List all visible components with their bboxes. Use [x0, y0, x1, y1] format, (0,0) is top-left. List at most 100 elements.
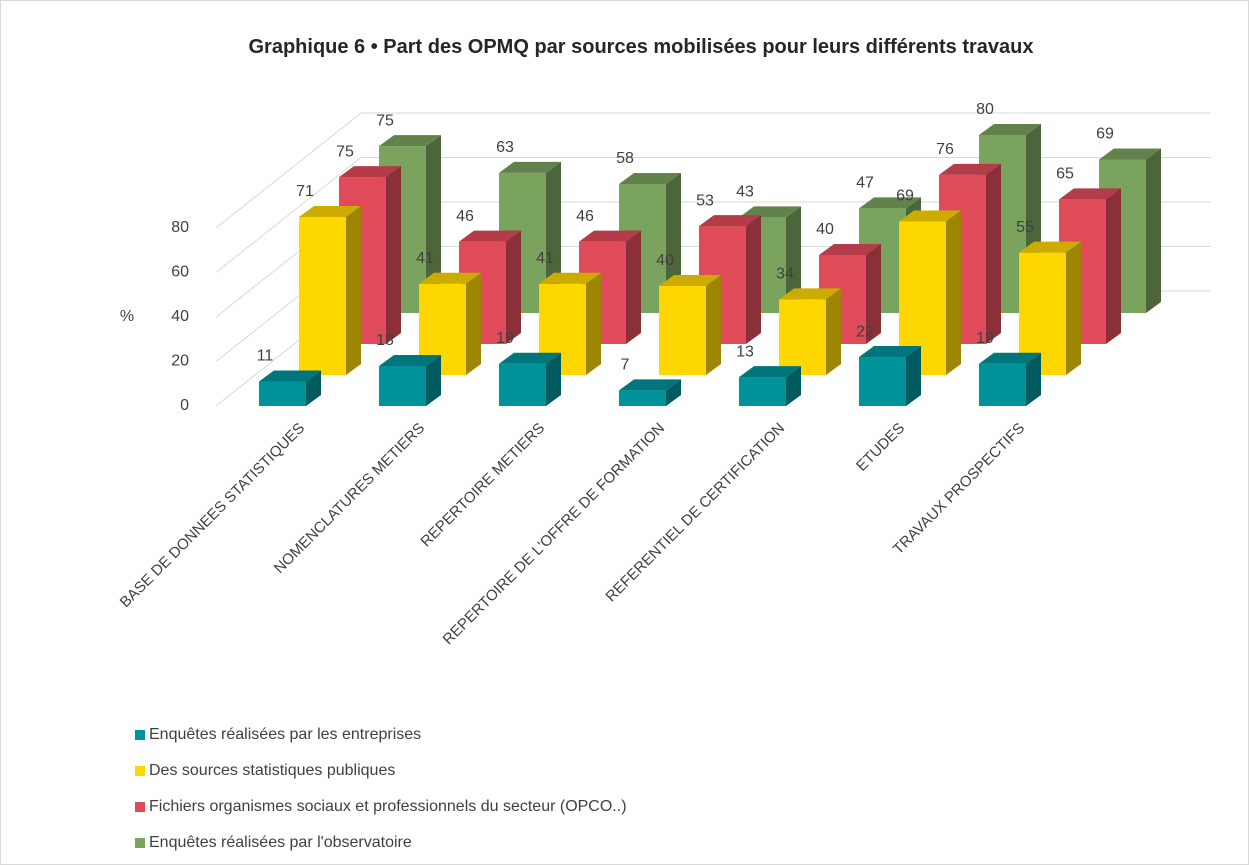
bar-top [979, 124, 1041, 135]
value-label: 53 [696, 192, 714, 209]
bar-top [1019, 241, 1081, 253]
x-tick-label: REPERTOIRE METIERS [417, 420, 548, 551]
bar-side [506, 230, 521, 344]
bar [379, 365, 426, 406]
bar-side [826, 288, 841, 375]
bar-top [619, 379, 681, 391]
bar-side [426, 135, 441, 313]
value-label: 40 [656, 252, 674, 269]
value-label: 13 [736, 343, 754, 360]
bar-side [626, 230, 641, 344]
legend-swatch [135, 730, 145, 740]
legend-label: Enquêtes réalisées par les entreprises [149, 726, 421, 743]
bar-top [819, 244, 881, 255]
x-tick-label: BASE DE DONNEES STATISTIQUES [117, 420, 308, 611]
bar [779, 299, 826, 375]
bar [499, 363, 546, 406]
bar-top [699, 215, 761, 227]
y-tick-label: 20 [171, 353, 189, 370]
bar-side [746, 215, 761, 344]
value-label: 43 [736, 184, 754, 201]
bar-top [379, 354, 441, 366]
value-label: 46 [576, 208, 594, 225]
bar-top [379, 135, 441, 147]
value-label: 40 [816, 221, 834, 238]
value-label: 63 [496, 139, 514, 156]
value-label: 58 [616, 150, 634, 167]
bar-top [1059, 188, 1121, 200]
bar-top [979, 352, 1041, 364]
value-label: 41 [536, 250, 554, 267]
value-label: 18 [376, 332, 394, 349]
bar-side [786, 206, 801, 313]
value-label: 65 [1056, 166, 1074, 183]
value-label: 7 [621, 357, 630, 374]
bar-side [1026, 352, 1041, 406]
bar-side [906, 346, 921, 406]
bar-side [586, 272, 601, 375]
value-label: 19 [976, 330, 994, 347]
bar-top [339, 166, 401, 178]
bar-top [739, 366, 801, 378]
y-tick-label: 60 [171, 264, 189, 281]
y-tick-label: 80 [171, 219, 189, 236]
bar-top [419, 272, 481, 284]
y-tick-label: 0 [180, 397, 189, 414]
x-tick-label: REPERTOIRE DE L'OFFRE DE FORMATION [440, 420, 669, 649]
bar [619, 390, 666, 406]
bar-top [499, 352, 561, 364]
value-label: 11 [257, 348, 274, 365]
x-tick-label: TRAVAUX PROSPECTIFS [890, 420, 1028, 558]
value-label: 71 [296, 183, 314, 200]
value-label: 19 [496, 330, 514, 347]
bar-top [739, 206, 801, 218]
bar-side [546, 352, 561, 406]
legend-swatch [135, 766, 145, 776]
bar-top [1099, 148, 1161, 160]
bar [659, 286, 706, 375]
bar-top [259, 370, 321, 382]
bar [299, 217, 346, 375]
bar-top [939, 163, 1001, 175]
value-label: 55 [1016, 219, 1034, 236]
value-label: 47 [856, 175, 874, 192]
legend-swatch [135, 802, 145, 812]
value-label: 41 [416, 250, 434, 267]
bar-side [306, 370, 321, 406]
bar-side [666, 379, 681, 406]
bar-side [1146, 148, 1161, 313]
bar-side [426, 354, 441, 406]
bar-side [866, 244, 881, 344]
bar [259, 381, 306, 406]
bar-side [466, 272, 481, 375]
value-label: 46 [456, 208, 474, 225]
value-label: 34 [776, 266, 794, 283]
legend-label: Enquêtes réalisées par l'observatoire [149, 834, 412, 851]
bar-top [859, 197, 921, 209]
legend-label: Fichiers organismes sociaux et professio… [149, 798, 627, 815]
bar-top [659, 275, 721, 286]
value-label: 75 [336, 143, 354, 160]
bar-top [299, 206, 361, 218]
grid-line [215, 112, 1211, 229]
bar-side [1066, 241, 1081, 375]
legend-label: Des sources statistiques publiques [149, 762, 395, 779]
x-tick-label: ETUDES [853, 420, 908, 475]
value-label: 80 [976, 101, 994, 118]
bar-side [986, 163, 1001, 344]
y-axis-label: % [120, 308, 134, 325]
bar-top [539, 272, 601, 284]
bar [859, 357, 906, 406]
legend-swatch [135, 838, 145, 848]
bar-side [346, 206, 361, 375]
bar [739, 377, 786, 406]
bar-top [899, 210, 961, 222]
grid-line [215, 157, 1211, 273]
bar-top [499, 161, 561, 173]
chart-title: Graphique 6 • Part des OPMQ par sources … [248, 36, 1034, 58]
bar-side [386, 166, 401, 344]
bar-top [579, 230, 641, 242]
bar-side [786, 366, 801, 406]
